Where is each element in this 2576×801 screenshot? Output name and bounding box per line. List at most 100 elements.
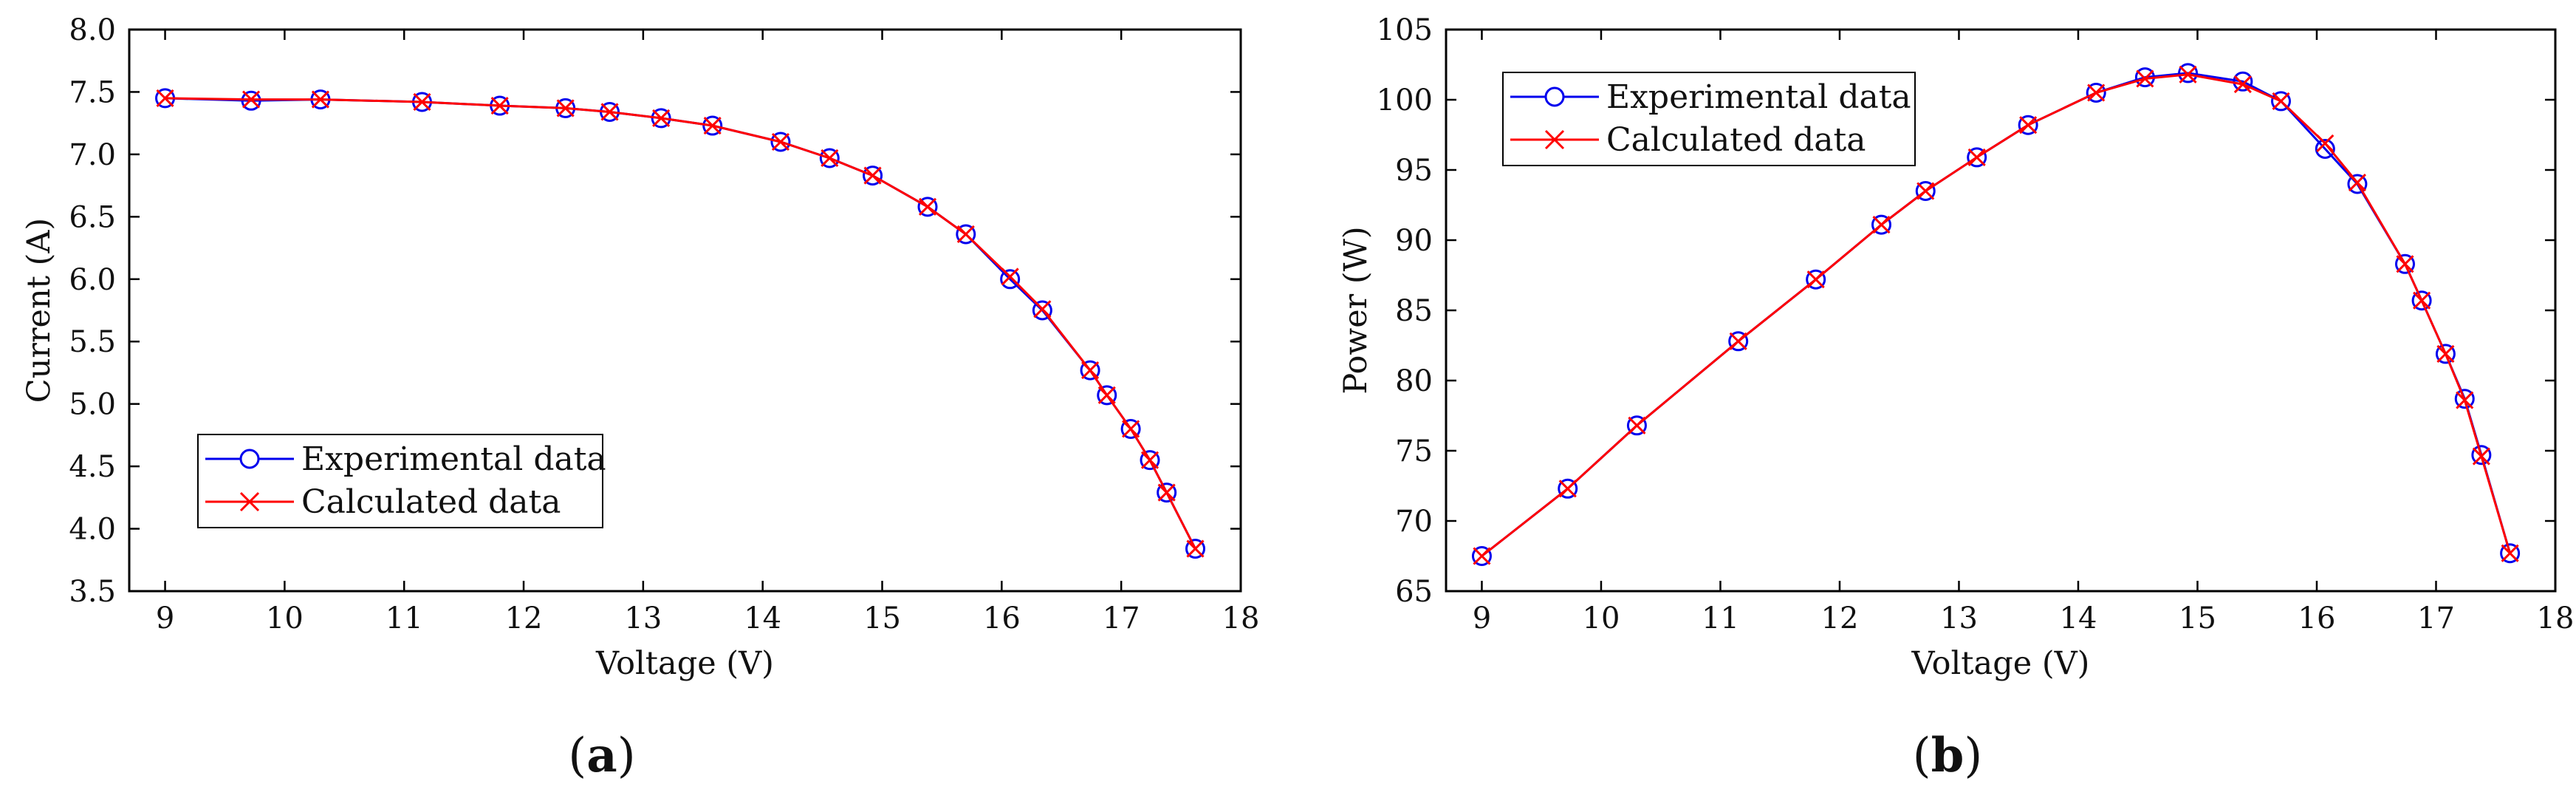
y-tick-label: 7.0 (69, 138, 116, 172)
data-point-experimental (956, 224, 976, 245)
x-tick-label: 13 (1940, 601, 1978, 635)
data-point-calculated (1097, 386, 1116, 404)
legend-label-1: Experimental data (301, 440, 606, 478)
data-point-experimental (1032, 300, 1052, 321)
x-axis-label: Voltage (V) (1911, 645, 2090, 682)
data-point-experimental (2178, 63, 2199, 83)
y-tick-label: 85 (1395, 294, 1433, 328)
y-axis-label: Current (A) (21, 218, 58, 403)
data-point-calculated (2272, 92, 2290, 110)
data-point-calculated (2087, 83, 2106, 102)
x-tick-label: 16 (983, 601, 1021, 635)
data-point-calculated (2348, 174, 2366, 192)
data-point-calculated (2136, 69, 2154, 88)
data-point-experimental (702, 115, 723, 136)
y-tick-label: 5.0 (69, 388, 116, 422)
legend: Experimental data Calculated data (197, 434, 606, 528)
x-tick-label: 17 (1103, 601, 1140, 635)
y-tick-label: 95 (1395, 154, 1433, 188)
data-point-experimental (241, 90, 261, 111)
y-tick-label: 100 (1377, 83, 1433, 117)
data-point-experimental (1120, 418, 1141, 439)
data-point-experimental (2233, 71, 2253, 92)
data-point-calculated (156, 89, 174, 107)
data-point-calculated (703, 116, 722, 135)
data-point-calculated (918, 197, 937, 216)
y-tick-label: 65 (1395, 575, 1433, 609)
data-point-calculated (821, 149, 839, 168)
data-point-experimental (1915, 181, 1936, 201)
y-tick-label: 8.0 (69, 13, 116, 47)
plot-frame (128, 28, 1242, 593)
y-tick-label: 80 (1395, 364, 1433, 398)
data-point-calculated (1157, 483, 1176, 502)
data-point-calculated (1558, 480, 1577, 498)
x-tick-label: 14 (744, 601, 781, 635)
data-point-experimental (770, 132, 791, 152)
x-tick-label: 17 (2417, 601, 2455, 635)
data-point-calculated (1122, 420, 1140, 438)
data-point-calculated (863, 166, 882, 185)
chart-panel-a: 9 10 11 12 13 14 15 16 17 18 3.5 4.0 4.5 5.0 5.5 6.0 6.5… (21, 13, 1259, 783)
data-point-experimental (2315, 139, 2335, 159)
x-tick-label: 14 (2060, 601, 2097, 635)
data-point-calculated (1806, 270, 1825, 289)
data-point-calculated (1916, 182, 1935, 200)
x-axis-label: Voltage (V) (595, 645, 774, 682)
data-point-calculated (490, 96, 509, 115)
legend-marker-x (1544, 129, 1565, 150)
y-axis-label: Power (W) (1337, 226, 1374, 394)
data-point-experimental (2347, 174, 2368, 194)
y-tick-label: 4.0 (69, 513, 116, 547)
data-point-calculated (2316, 134, 2334, 152)
data-point-experimental (2454, 389, 2475, 409)
x-tick-label: 9 (156, 601, 174, 635)
data-point-experimental (2395, 253, 2416, 274)
data-point-calculated (1473, 547, 1491, 565)
data-point-experimental (2086, 83, 2106, 103)
y-tick-label: 70 (1395, 505, 1433, 539)
data-point-experimental (2271, 91, 2292, 112)
y-tick-label: 5.5 (69, 325, 116, 359)
data-point-calculated (2413, 291, 2431, 310)
data-point-calculated (652, 109, 671, 127)
data-point-experimental (1157, 483, 1177, 503)
data-point-experimental (1471, 546, 1492, 566)
data-point-calculated (771, 132, 790, 151)
data-point-experimental (863, 166, 883, 186)
legend-label-2: Calculated data (301, 483, 561, 521)
data-point-experimental (2500, 543, 2521, 564)
x-tick-label: 9 (1473, 601, 1491, 635)
data-point-experimental (1967, 147, 1987, 168)
data-point-calculated (2436, 344, 2455, 363)
y-tick-label: 4.5 (69, 450, 116, 484)
plot-frame (1445, 28, 2557, 593)
data-point-experimental (2471, 445, 2492, 466)
y-tick-label: 7.5 (69, 75, 116, 109)
series-line-2 (165, 97, 1196, 550)
x-tick-label: 15 (2179, 601, 2216, 635)
data-point-calculated (1872, 216, 1891, 234)
data-point-experimental (2411, 290, 2432, 311)
data-point-calculated (2396, 255, 2414, 273)
data-point-experimental (1000, 269, 1021, 290)
data-point-experimental (1140, 450, 1160, 471)
data-point-calculated (311, 90, 329, 109)
data-point-calculated (1628, 416, 1646, 434)
x-tick-label: 18 (2537, 601, 2575, 635)
data-point-calculated (600, 103, 619, 121)
data-point-calculated (1140, 451, 1159, 469)
x-tick-label: 15 (863, 601, 901, 635)
x-tick-label: 10 (1583, 601, 1620, 635)
data-point-experimental (1185, 539, 1206, 559)
data-point-calculated (2456, 391, 2474, 409)
legend: Experimental data Calculated data (1502, 72, 1916, 166)
data-point-calculated (1186, 539, 1205, 558)
data-point-calculated (2233, 75, 2252, 94)
data-point-calculated (413, 92, 431, 112)
data-point-experimental (2018, 115, 2038, 135)
data-point-calculated (2472, 447, 2490, 466)
data-point-calculated (1729, 332, 1747, 350)
data-point-experimental (1558, 478, 1578, 499)
data-point-experimental (819, 148, 840, 168)
